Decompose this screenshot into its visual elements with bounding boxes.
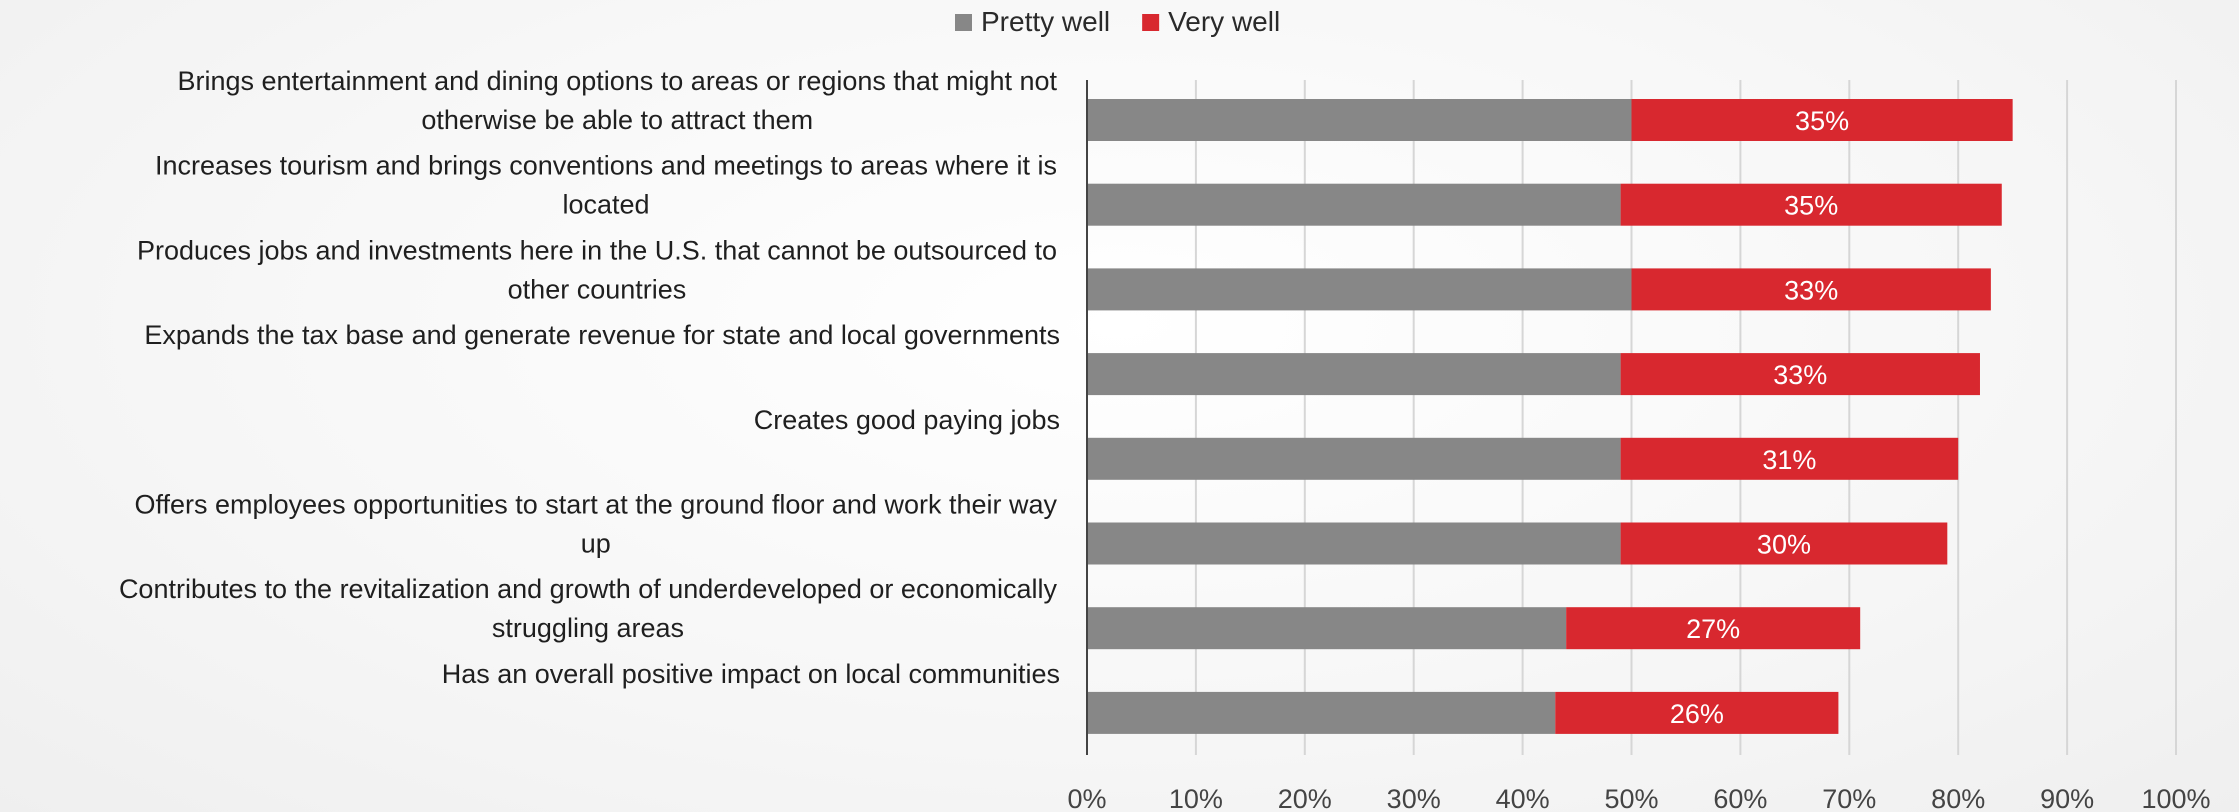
x-tick-label: 10% xyxy=(1169,784,1223,812)
category-label: Brings entertainment and dining options … xyxy=(177,66,1057,96)
bar-pretty-well xyxy=(1087,99,1632,141)
category-label-line2: other countries xyxy=(508,274,687,304)
category-label: Contributes to the revitalization and gr… xyxy=(119,574,1058,604)
bar-very-well xyxy=(1620,183,2002,226)
x-tick-label: 30% xyxy=(1387,784,1441,812)
bar-very-well xyxy=(1620,522,1948,565)
category-labels: Brings entertainment and dining options … xyxy=(119,66,1060,689)
x-tick-label: 50% xyxy=(1604,784,1658,812)
category-label: Has an overall positive impact on local … xyxy=(442,659,1060,689)
x-tick-label: 90% xyxy=(2040,784,2094,812)
gridlines xyxy=(1194,80,2177,755)
x-tick-label: 60% xyxy=(1713,784,1767,812)
category-label-line2: up xyxy=(581,529,611,559)
category-label-line2: otherwise be able to attract them xyxy=(421,105,813,135)
bar-very-well xyxy=(1631,268,1991,311)
category-label-line2: located xyxy=(562,190,649,220)
data-label: 35% xyxy=(1795,106,1849,136)
data-label: 33% xyxy=(1773,360,1827,390)
x-tick-label: 70% xyxy=(1822,784,1876,812)
category-label: Increases tourism and brings conventions… xyxy=(155,151,1057,181)
data-label: 26% xyxy=(1670,699,1724,729)
bar-very-well xyxy=(1566,607,1861,650)
legend-swatch-very-well xyxy=(1142,14,1160,31)
category-label: Produces jobs and investments here in th… xyxy=(137,235,1057,265)
bar-pretty-well xyxy=(1087,437,1621,480)
bar-pretty-well xyxy=(1087,522,1621,565)
bar-pretty-well xyxy=(1087,183,1621,226)
legend: Pretty well Very well xyxy=(955,6,1280,37)
category-label: Offers employees opportunities to start … xyxy=(135,490,1058,520)
data-label: 33% xyxy=(1784,275,1838,305)
x-axis-ticks: 0% 10% 20% 30% 40% 50% 60% 70% 80% 90% 100% xyxy=(1067,784,2210,812)
data-label: 35% xyxy=(1784,191,1838,221)
category-label: Expands the tax base and generate revenu… xyxy=(144,320,1060,350)
data-label: 27% xyxy=(1686,614,1740,644)
bars: 35% 35% 33% 33% 31% 30% 27% 26% xyxy=(1087,99,2013,734)
x-tick-label: 80% xyxy=(1931,784,1985,812)
bar-pretty-well xyxy=(1087,353,1621,396)
data-label: 31% xyxy=(1762,445,1816,475)
category-label: Creates good paying jobs xyxy=(754,405,1060,435)
legend-label-very-well: Very well xyxy=(1168,6,1280,37)
bar-very-well xyxy=(1620,437,1959,480)
x-tick-label: 100% xyxy=(2141,784,2210,812)
x-tick-label: 20% xyxy=(1278,784,1332,812)
x-tick-label: 40% xyxy=(1496,784,1550,812)
x-tick-label: 0% xyxy=(1067,784,1106,812)
category-label-line2: struggling areas xyxy=(492,613,684,643)
data-label: 30% xyxy=(1757,530,1811,560)
legend-label-pretty-well: Pretty well xyxy=(981,6,1110,37)
bar-pretty-well xyxy=(1087,607,1567,650)
bar-pretty-well xyxy=(1087,268,1632,311)
bar-very-well xyxy=(1555,691,1839,734)
bar-very-well xyxy=(1631,99,2013,141)
bar-pretty-well xyxy=(1087,691,1556,734)
legend-swatch-pretty-well xyxy=(955,14,972,31)
bar-very-well xyxy=(1620,353,1980,396)
